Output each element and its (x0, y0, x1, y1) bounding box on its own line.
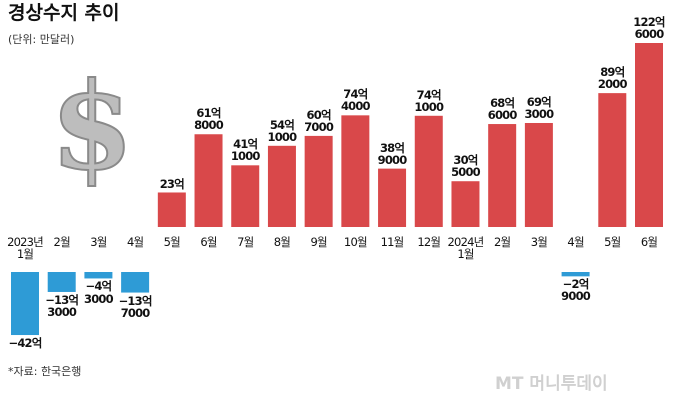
bar (84, 272, 113, 279)
bar (378, 168, 407, 227)
subtitle: (단위: 만달러) (8, 33, 75, 46)
value-label: −2억 9000 (561, 277, 591, 304)
bar (451, 181, 480, 227)
bar (267, 145, 296, 227)
value-label: −13억 3000 (45, 292, 79, 320)
x-tick-label: 6월 (640, 235, 658, 249)
x-tick-label: 11월 (380, 235, 405, 249)
bar (341, 115, 370, 227)
bar (11, 272, 39, 336)
bar (524, 122, 553, 227)
x-tick-label: 12월 (417, 235, 441, 249)
bar (635, 43, 663, 227)
bar (304, 135, 333, 227)
value-label: 41억 1000 (230, 137, 261, 164)
x-tick-label: 10월 (343, 235, 368, 249)
value-label: −13억 7000 (118, 293, 153, 320)
source: *자료: 한국은행 (8, 365, 82, 378)
value-label: 60억 7000 (304, 107, 334, 134)
value-label: 74억 4000 (340, 87, 371, 114)
value-label: 68억 6000 (487, 96, 518, 123)
value-label: 54억 1000 (267, 117, 298, 144)
bar (47, 272, 76, 292)
value-label: 30억 5000 (451, 153, 481, 180)
x-tick-label: 2024년 1월 (447, 235, 485, 262)
value-label: −42억 (8, 336, 42, 351)
value-label: 122억 6000 (633, 15, 665, 42)
x-tick-label: 7월 (237, 235, 254, 249)
bar (194, 134, 223, 227)
bar (121, 272, 150, 293)
value-label: 61억 8000 (194, 106, 224, 133)
x-tick-label: 4월 (126, 235, 144, 249)
x-tick-label: 9월 (310, 235, 327, 249)
chart-title: 경상수지 추이 (8, 2, 120, 24)
x-tick-label: 4월 (567, 235, 584, 249)
watermark: MT 머니투데이 (495, 374, 608, 394)
value-label: −4억 3000 (84, 279, 114, 306)
x-tick-label: 6월 (200, 235, 217, 249)
bar (157, 192, 186, 227)
value-label: 74억 1000 (414, 87, 444, 114)
bar (598, 93, 627, 227)
x-tick-label: 2월 (494, 235, 511, 249)
x-tick-label: 3월 (90, 235, 107, 249)
x-tick-label: 8월 (273, 235, 291, 249)
x-tick-label: 5월 (604, 235, 621, 249)
dollar-icon: $ (50, 56, 134, 197)
x-tick-label: 2월 (53, 235, 71, 249)
value-label: 69억 3000 (524, 94, 554, 122)
value-label: 38억 9000 (377, 140, 408, 167)
x-tick-label: 3월 (530, 235, 548, 249)
x-tick-label: 2023년 1월 (7, 235, 44, 262)
bar (231, 165, 260, 227)
bar (561, 272, 590, 277)
x-tick-label: 5월 (163, 235, 181, 249)
value-label: 89억 2000 (597, 65, 628, 92)
bar (488, 124, 517, 227)
bar (414, 115, 443, 227)
value-label: 23억 (159, 176, 185, 191)
